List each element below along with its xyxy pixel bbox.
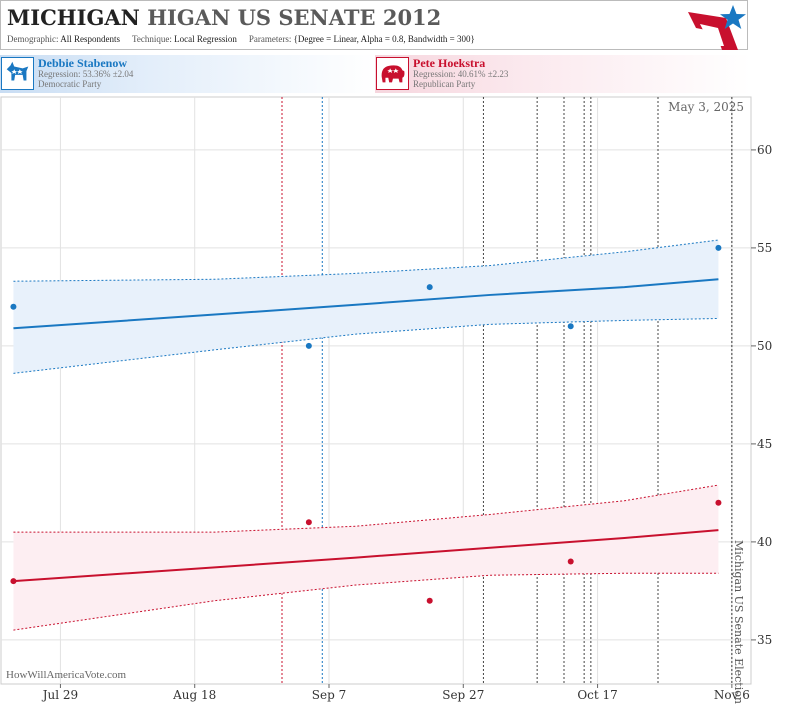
parameters-value: {Degree = Linear, Alpha = 0.8, Bandwidth… [293,34,475,44]
x-tick-label: Sep 27 [442,688,484,702]
candidate-party: Republican Party [413,79,476,89]
candidate-name: Debbie Stabenow [38,56,128,70]
x-tick-label: Jul 29 [41,688,78,702]
poll-point [567,323,574,330]
candidate-regression: Regression: 53.36% ±2.04 [38,69,134,79]
candidate-regression: Regression: 40.61% ±2.23 [413,69,509,79]
band-lower [13,572,719,631]
candidate-hoekstra: Pete Hoekstra Regression: 40.61% ±2.23 R… [375,55,751,93]
poll-point [10,578,17,585]
regression-line [13,529,719,583]
demographic-label: Demographic: [7,34,59,44]
x-tick-label: Sep 7 [312,688,346,702]
regression-chart: 35 40 45 50 55 60 Jul 29 Aug 18 Sep 7 Sep 27 Oct … [0,96,772,704]
poll-point [715,499,722,506]
confidence-band [13,240,719,374]
y-tick-label: 50 [757,339,772,353]
elephant-icon [376,57,409,90]
x-tick-label: Aug 18 [172,688,216,702]
poll-point [715,244,722,251]
page-title: MICHIGAN HIGAN US SENATE 2012 [7,5,441,30]
x-tick-label: Oct 17 [577,688,617,702]
candidate-party: Democratic Party [38,79,102,89]
technique-label: Technique: [132,34,172,44]
donkey-icon [1,57,34,90]
band-upper [13,239,719,282]
band-lower [13,317,719,374]
candidate-stabenow: Debbie Stabenow Regression: 53.36% ±2.04… [0,55,375,93]
title-state: MICHIGAN [7,5,140,30]
poll-point [567,558,574,565]
y-tick-label: 45 [757,437,772,451]
y-tick-label: 55 [757,241,772,255]
series-lines [10,244,722,604]
poll-point [305,342,312,349]
site-credit: HowWillAmericaVote.com [6,669,126,681]
y-tick-label: 40 [757,535,772,549]
y-tick-label: 60 [757,143,772,157]
regression-line [13,278,719,330]
current-date: May 3, 2025 [668,100,744,114]
poll-point [426,597,433,604]
candidate-name: Pete Hoekstra [413,56,486,70]
poll-point [305,519,312,526]
demographic-value: All Respondents [60,34,120,44]
title-race: HIGAN US SENATE 2012 [147,5,442,30]
technique-value: Local Regression [174,34,237,44]
y-axis-ticks: 35 40 45 50 55 60 [751,143,772,647]
band-upper [13,484,719,533]
star-chevron-logo-icon [688,5,746,50]
parameters-line: Demographic: All Respondents Technique: L… [7,34,475,44]
x-axis-ticks: Jul 29 Aug 18 Sep 7 Sep 27 Oct 17 Nov 6 [41,684,750,702]
election-label: Michigan US Senate Election [732,540,745,704]
poll-point [10,303,17,310]
y-tick-label: 35 [757,633,772,647]
parameters-label: Parameters: [248,34,292,44]
chart-header: MICHIGAN HIGAN US SENATE 2012 Demographi… [0,0,748,50]
poll-point [426,284,433,291]
x-tick-label: Nov 6 [714,688,750,702]
